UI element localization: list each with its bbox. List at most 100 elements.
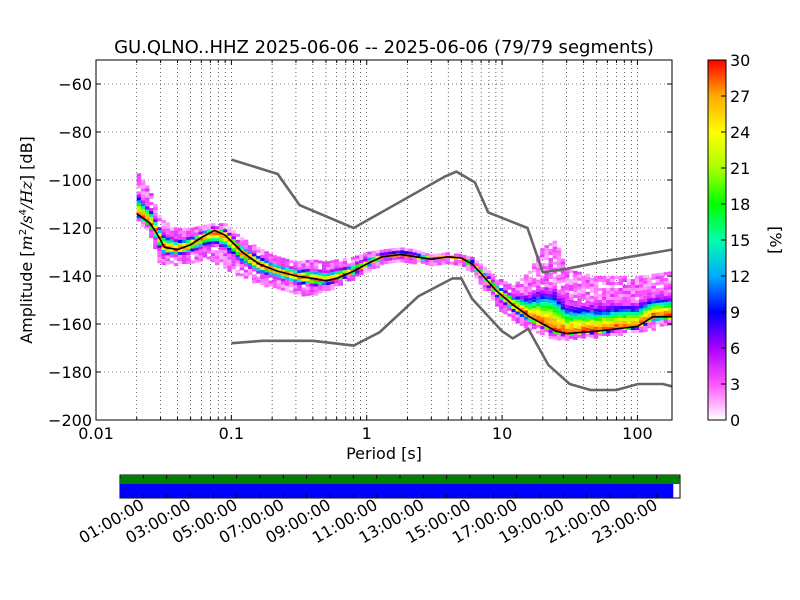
heatmap-cell: [227, 265, 232, 269]
heatmap-cell: [610, 309, 615, 312]
heatmap-cell: [511, 309, 516, 312]
heatmap-cell: [519, 287, 525, 290]
heatmap-cell: [556, 247, 562, 251]
heatmap-cell: [157, 239, 162, 243]
heatmap-cell: [560, 270, 566, 274]
heatmap-cell: [667, 316, 672, 320]
heatmap-cell: [375, 259, 381, 263]
heatmap-cell: [227, 250, 232, 254]
heatmap-cell: [350, 277, 356, 281]
heatmap-cell: [223, 262, 228, 266]
heatmap-cell: [359, 254, 364, 257]
heatmap-cell: [659, 278, 665, 282]
heatmap-cell: [441, 258, 446, 262]
heatmap-cell: [581, 317, 586, 321]
heatmap-cell: [630, 330, 636, 333]
heatmap-cell: [556, 328, 562, 332]
heatmap-cell: [495, 288, 500, 292]
heatmap-cell: [285, 282, 290, 286]
heatmap-cell: [231, 230, 236, 234]
heatmap-cell: [186, 234, 191, 237]
heatmap-cell: [198, 237, 203, 241]
heatmap-cell: [552, 252, 558, 256]
heatmap-cell: [556, 292, 562, 296]
heatmap-cell: [602, 288, 607, 291]
heatmap-cell: [190, 245, 195, 249]
heatmap-cell: [280, 284, 286, 288]
heatmap-cell: [630, 315, 636, 318]
heatmap-cell: [622, 288, 628, 291]
heatmap-cell: [639, 323, 644, 327]
heatmap-cell: [536, 279, 541, 283]
heatmap-cell: [536, 303, 541, 307]
heatmap-cell: [371, 250, 376, 254]
heatmap-cell: [581, 305, 586, 309]
heatmap-cell: [346, 263, 352, 267]
heatmap-cell: [190, 239, 195, 243]
heatmap-cell: [663, 284, 669, 288]
heatmap-cell: [634, 276, 640, 279]
heatmap-cell: [544, 326, 549, 330]
heatmap-cell: [429, 254, 434, 258]
heatmap-cell: [643, 298, 648, 302]
heatmap-cell: [297, 279, 302, 283]
heatmap-cell: [182, 237, 187, 240]
heatmap-cell: [140, 224, 146, 228]
heatmap-cell: [560, 303, 566, 307]
heatmap-cell: [614, 315, 619, 318]
heatmap-cell: [486, 288, 492, 292]
heatmap-cell: [597, 300, 603, 303]
heatmap-cell: [145, 200, 150, 204]
heatmap-cell: [515, 293, 520, 297]
heatmap-cell: [532, 326, 537, 330]
heatmap-cell: [157, 248, 162, 252]
heatmap-cell: [441, 261, 446, 265]
heatmap-cell: [614, 312, 619, 315]
heatmap-cell: [536, 270, 541, 274]
heatmap-cell: [552, 288, 558, 292]
heatmap-cell: [622, 309, 628, 312]
heatmap-cell: [482, 269, 488, 273]
heatmap-cell: [198, 249, 203, 253]
heatmap-cell: [606, 297, 611, 300]
heatmap-cell: [194, 259, 199, 263]
heatmap-cell: [536, 267, 541, 271]
heatmap-cell: [243, 245, 249, 249]
heatmap-cell: [519, 299, 525, 302]
heatmap-cell: [626, 306, 632, 309]
heatmap-cell: [313, 268, 319, 272]
heatmap-cell: [610, 318, 615, 321]
heatmap-cell: [359, 260, 364, 263]
heatmap-cell: [239, 261, 245, 265]
heatmap-cell: [523, 286, 529, 290]
heatmap-cell: [548, 258, 553, 261]
heatmap-cell: [618, 288, 623, 291]
heatmap-cell: [157, 233, 162, 237]
heatmap-cell: [223, 259, 228, 263]
heatmap-cell: [305, 280, 311, 284]
heatmap-cell: [556, 322, 562, 326]
heatmap-cell: [235, 251, 241, 255]
heatmap-cell: [622, 318, 628, 321]
heatmap-cell: [457, 263, 463, 267]
heatmap-cell: [556, 277, 562, 281]
heatmap-cell: [536, 318, 541, 322]
heatmap-cell: [659, 311, 665, 315]
heatmap-cell: [634, 324, 640, 327]
heatmap-cell: [630, 321, 636, 324]
heatmap-cell: [239, 267, 245, 271]
heatmap-cell: [602, 282, 607, 285]
heatmap-cell: [540, 314, 545, 318]
heatmap-cell: [606, 294, 611, 297]
heatmap-cell: [206, 250, 212, 254]
heatmap-cell: [280, 269, 286, 273]
heatmap-cell: [334, 259, 339, 263]
heatmap-cell: [499, 279, 504, 282]
heatmap-cell: [589, 310, 595, 314]
heatmap-cell: [285, 276, 290, 280]
heatmap-cell: [363, 252, 368, 256]
heatmap-cell: [223, 250, 228, 254]
heatmap-cell: [330, 275, 335, 279]
heatmap-cell: [573, 321, 578, 325]
